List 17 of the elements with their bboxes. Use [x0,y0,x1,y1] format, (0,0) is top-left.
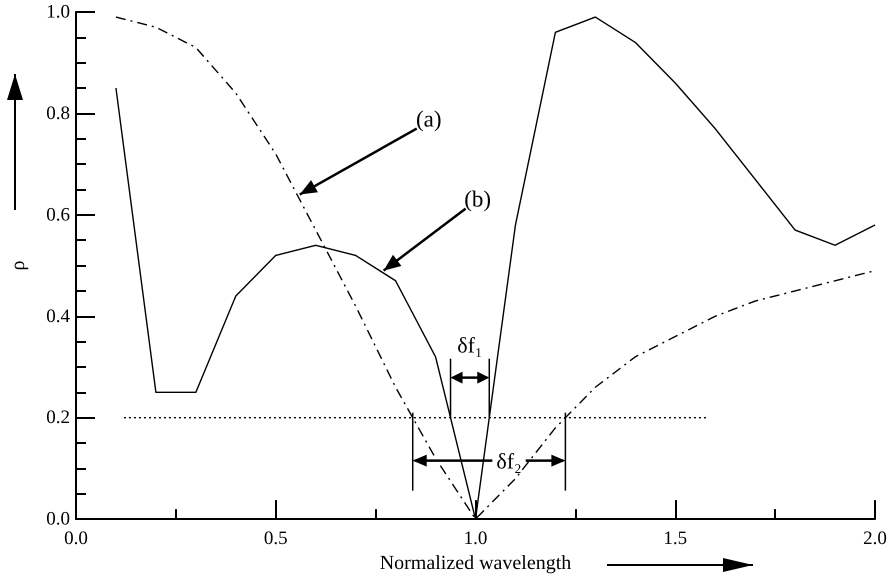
x-tick-label: 0.5 [264,528,288,550]
x-tick-label: 0.0 [64,528,88,550]
y-tick-label: 1.0 [46,2,70,22]
annotation: δf₂ [496,448,522,474]
annotation: (b) [464,186,492,212]
x-tick-label: 1.0 [464,528,488,550]
y-axis-title: ρ [7,260,29,271]
y-tick-label: 0.4 [46,306,70,327]
x-tick-label: 2.0 [863,528,887,550]
x-tick-label: 1.5 [663,528,688,550]
y-tick-label: 0.6 [46,204,70,226]
annotation: δf₁ [457,332,483,358]
x-axis-title: Normalized wavelength [380,552,572,574]
y-tick-label: 0.2 [46,407,70,428]
y-tick-label: 0.0 [46,508,70,530]
y-tick-label: 0.8 [46,102,70,124]
annotation: (a) [416,106,442,132]
